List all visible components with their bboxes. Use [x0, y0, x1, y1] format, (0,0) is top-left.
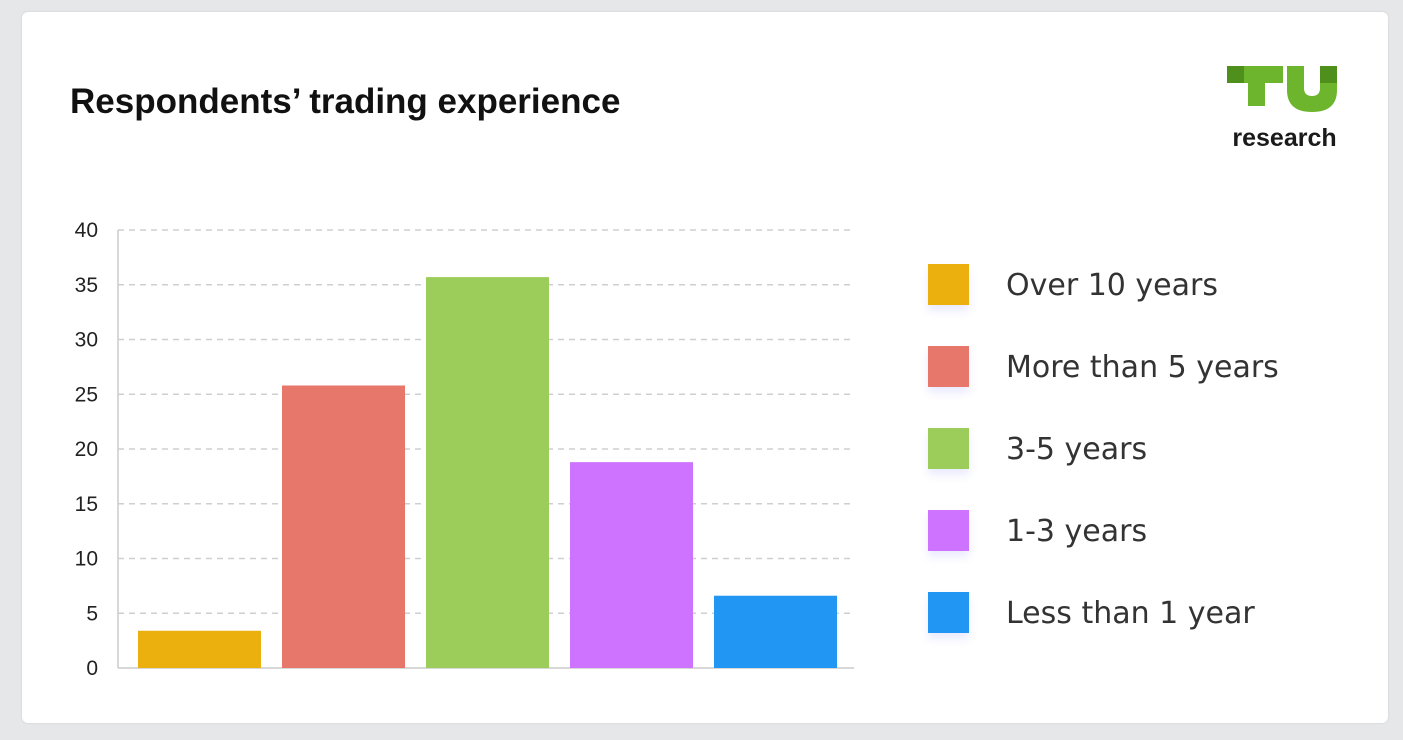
bar-3-5-years: [426, 277, 549, 668]
legend-swatch: [928, 510, 969, 551]
tu-research-logo: research: [1227, 66, 1347, 156]
y-tick-label: 10: [75, 548, 98, 571]
legend-label: 3-5 years: [1006, 432, 1148, 467]
bar-1-3-years: [570, 462, 693, 668]
legend-label: More than 5 years: [1006, 350, 1279, 385]
legend-swatch: [928, 428, 969, 469]
y-tick-label: 25: [75, 383, 98, 406]
logo-research-text: research: [1232, 124, 1337, 152]
legend-label: Over 10 years: [1006, 268, 1218, 303]
legend-label: Less than 1 year: [1006, 596, 1255, 631]
chart-card: Respondents’ trading experience research…: [22, 12, 1388, 723]
chart-bars: [138, 277, 837, 668]
legend-swatch: [928, 346, 969, 387]
bar-over-10-years: [138, 630, 261, 668]
bar-more-than-5-years: [282, 385, 405, 668]
y-tick-label: 35: [75, 274, 98, 297]
y-tick-label: 0: [86, 657, 98, 680]
tu-logo-mark: [1227, 66, 1337, 112]
y-tick-label: 5: [86, 602, 98, 625]
bar-less-than-1-year: [714, 595, 837, 668]
y-axis-ticks: 0 5 10 15 20 25 30 35 40: [75, 219, 98, 680]
legend-label: 1-3 years: [1006, 514, 1148, 549]
y-tick-label: 40: [75, 219, 98, 242]
y-tick-label: 20: [75, 438, 98, 461]
y-tick-label: 15: [75, 493, 98, 516]
legend-swatch: [928, 264, 969, 305]
y-tick-label: 30: [75, 329, 98, 352]
chart-title: Respondents’ trading experience: [70, 82, 621, 121]
legend-swatch: [928, 592, 969, 633]
bar-chart: 0 5 10 15 20 25 30 35 40: [75, 219, 854, 680]
